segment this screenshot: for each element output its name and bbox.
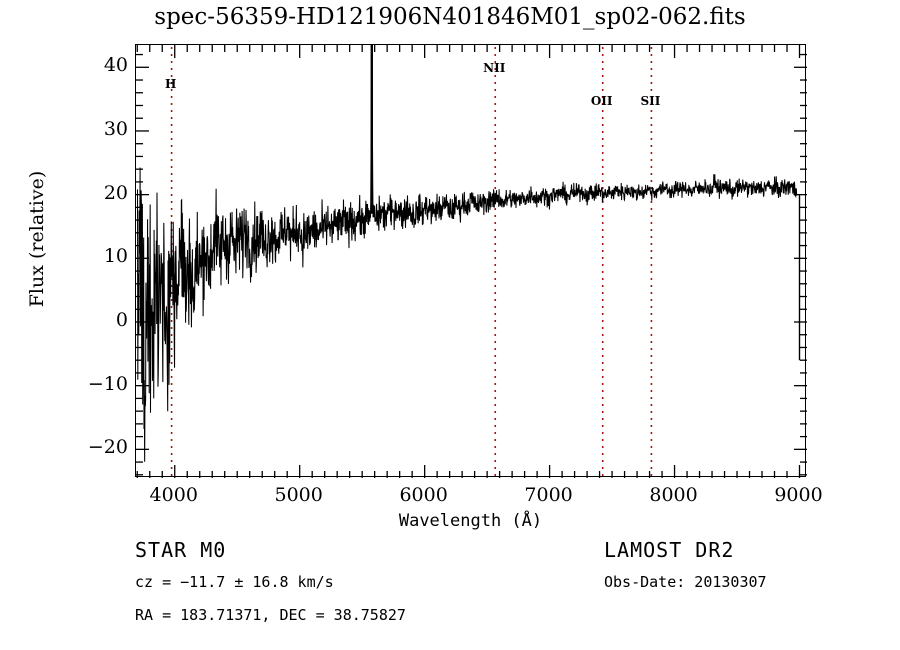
x-tick-label: 6000: [399, 484, 448, 506]
survey-label: LAMOST DR2: [604, 538, 735, 562]
spectrum-canvas: [136, 45, 807, 478]
line-label-nii: NII: [483, 61, 506, 75]
plot-area: [135, 44, 807, 478]
line-label-oii: OII: [590, 94, 613, 108]
y-tick-label: 20: [103, 181, 128, 204]
y-tick-label: 0: [115, 308, 128, 331]
spectrum-trace: [136, 45, 798, 462]
y-tick-label: −10: [87, 372, 128, 395]
radial-velocity-label: cz = −11.7 ± 16.8 km/s: [135, 573, 334, 591]
x-axis-tick-labels: 4000 5000 6000 7000 8000 9000: [0, 486, 900, 512]
x-tick-label: 7000: [524, 484, 573, 506]
line-label-sii: SII: [640, 94, 661, 108]
y-axis-title: Flux (relative): [26, 170, 48, 308]
x-tick-label: 5000: [274, 484, 323, 506]
object-class-label: STAR M0: [135, 538, 227, 562]
y-tick-label: 40: [103, 54, 128, 77]
coordinates-label: RA = 183.71371, DEC = 38.75827: [135, 606, 406, 624]
y-axis-tick-labels: −20 −10 0 10 20 30 40: [60, 0, 128, 650]
y-tick-label: 10: [103, 245, 128, 268]
y-tick-label: −20: [87, 436, 128, 459]
obs-date-label: Obs-Date: 20130307: [604, 573, 767, 591]
x-tick-label: 8000: [649, 484, 698, 506]
x-tick-label: 4000: [149, 484, 198, 506]
x-axis-title: Wavelength (Å): [398, 511, 543, 531]
y-tick-label: 30: [103, 117, 128, 140]
line-label-h: H: [164, 77, 177, 91]
page-title: spec-56359-HD121906N401846M01_sp02-062.f…: [154, 4, 746, 30]
x-tick-label: 9000: [774, 484, 823, 506]
